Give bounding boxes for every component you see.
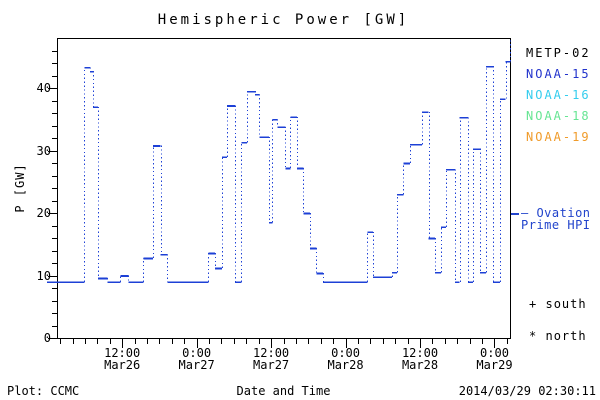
plot-frame: [57, 38, 511, 339]
y-tick-label-30: 30: [36, 143, 51, 158]
legend-item-noaa16: NOAA-16: [526, 88, 591, 102]
x-tick-time-label: 0:00: [331, 346, 360, 360]
x-tick-label-Mar26-12:00: 12:00 Mar26: [90, 347, 154, 371]
x-tick-date-label: Mar27: [253, 358, 290, 372]
legend-marker-north-label: north: [545, 329, 587, 343]
x-tick-label-Mar27-12:00: 12:00 Mar27: [239, 347, 303, 371]
legend-marker-south-label: south: [545, 297, 587, 311]
x-tick-date-label: Mar28: [401, 358, 439, 372]
legend-item-noaa18: NOAA-18: [526, 109, 591, 123]
x-tick-time-label: 0:00: [480, 346, 509, 360]
legend-ovation-prime-hpi: — Ovation Prime HPI: [521, 207, 591, 231]
y-tick-label-20: 20: [36, 206, 51, 220]
legend-ovation-line1: — Ovation: [521, 206, 591, 220]
x-tick-label-Mar28-0:00: 0:00 Mar28: [314, 347, 378, 371]
legend-item-noaa19: NOAA-19: [526, 130, 591, 144]
x-tick-time-label: 12:00: [401, 346, 439, 360]
x-tick-date-label: Mar27: [178, 358, 215, 372]
y-tick-label-10: 10: [36, 268, 51, 283]
plot-source-label: Plot: CCMC: [7, 384, 80, 398]
x-tick-date-label: Mar28: [327, 358, 364, 372]
plus-marker-icon: +: [529, 297, 538, 311]
x-tick-label-Mar28-12:00: 12:00 Mar28: [388, 347, 452, 371]
chart-title: Hemispheric Power [GW]: [157, 12, 410, 28]
legend-marker-south: + south: [529, 297, 587, 311]
asterisk-marker-icon: *: [529, 329, 538, 343]
legend-marker-north: * north: [529, 329, 587, 343]
x-tick-label-Mar27-0:00: 0:00 Mar27: [165, 347, 229, 371]
x-axis-title: Date and Time: [236, 384, 331, 398]
x-tick-time-label: 0:00: [182, 346, 212, 360]
x-tick-date-label: Mar29: [476, 358, 513, 372]
x-tick-label-Mar29-0:00: 0:00 Mar29: [462, 347, 526, 371]
legend-ovation-line2: Prime HPI: [521, 218, 591, 232]
x-tick-date-label: Mar26: [104, 358, 141, 372]
y-tick-label-40: 40: [36, 81, 51, 95]
x-tick-time-label: 12:00: [253, 346, 290, 360]
plot-timestamp: 2014/03/29 02:30:11: [458, 384, 596, 398]
legend-item-metp02: METP-02: [526, 46, 591, 60]
x-tick-time-label: 12:00: [104, 346, 141, 360]
y-tick-label-0: 0: [43, 331, 51, 345]
legend-item-noaa15: NOAA-15: [526, 67, 591, 81]
